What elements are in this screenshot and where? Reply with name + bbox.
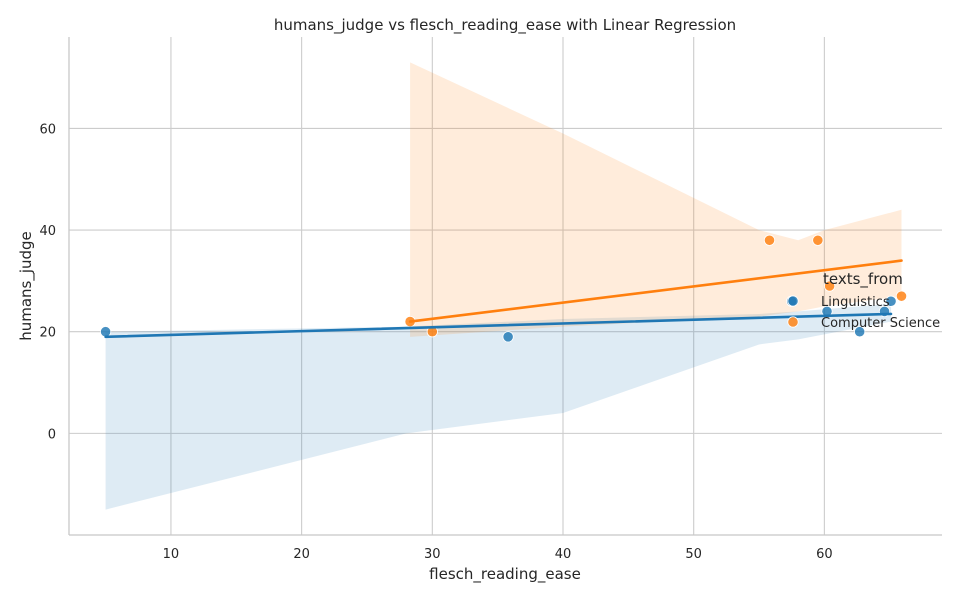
y-tick-label: 20 — [39, 326, 56, 341]
data-point-computer-science — [763, 234, 776, 246]
data-point-computer-science — [895, 290, 908, 302]
tick-labels: 10 20 30 40 50 60 0 20 40 60 — [39, 122, 832, 562]
data-point-computer-science — [824, 280, 836, 292]
x-tick-label: 50 — [685, 547, 702, 562]
x-tick-label: 60 — [816, 547, 833, 562]
data-point-linguistics — [502, 331, 514, 343]
data-point-linguistics — [99, 326, 112, 338]
axes — [68, 37, 942, 536]
y-tick-label: 40 — [39, 224, 56, 239]
data-point-linguistics — [854, 326, 866, 338]
legend-marker-linguistics — [787, 295, 799, 307]
confidence-bands — [105, 62, 902, 510]
x-tick-label: 40 — [555, 547, 572, 562]
legend-label-computer-science: Computer Science — [821, 316, 940, 331]
data-point-computer-science — [812, 234, 824, 246]
legend-title: texts_from — [823, 270, 903, 289]
legend: texts_from Linguistics Computer Science — [787, 270, 940, 331]
x-tick-label: 20 — [293, 547, 310, 562]
y-tick-label: 0 — [48, 427, 56, 442]
x-tick-label: 30 — [424, 547, 441, 562]
y-tick-label: 60 — [39, 122, 56, 137]
regression-line-computer-science — [408, 259, 903, 323]
regression-lines — [104, 259, 903, 339]
y-axis-label: humans_judge — [17, 231, 36, 341]
confidence-band-linguistics — [105, 303, 892, 510]
regression-line-linguistics — [104, 312, 893, 339]
legend-label-linguistics: Linguistics — [821, 295, 890, 310]
data-point-linguistics — [885, 295, 897, 307]
x-tick-label: 10 — [163, 547, 180, 562]
chart-title: humans_judge vs flesch_reading_ease with… — [274, 16, 736, 35]
x-axis-label: flesch_reading_ease — [429, 565, 581, 584]
legend-marker-computer-science — [787, 316, 799, 328]
confidence-band-computer-science — [410, 62, 902, 337]
